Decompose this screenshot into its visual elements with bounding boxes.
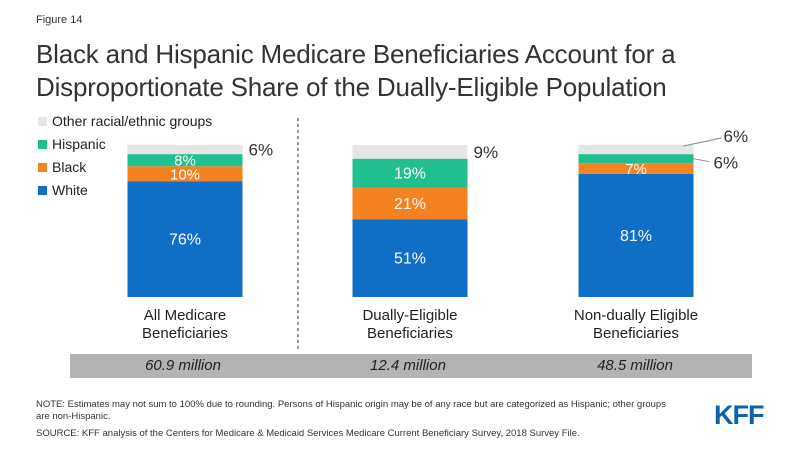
label-dually-eligible-other: 9% [474,143,499,162]
chart-title: Black and Hispanic Medicare Beneficiarie… [36,39,676,102]
legend-black-swatch [38,163,47,172]
label-dually-eligible-hispanic: 19% [394,166,426,183]
category-label-dually-eligible-line2: Beneficiaries [367,325,453,342]
total-dually-eligible: 12.4 million [370,357,446,374]
label-non-dually-eligible-other: 6% [724,127,749,146]
bar-non-dually-eligible-white [578,173,694,297]
bar-all-medicare-other [127,145,243,155]
category-label-non-dually-eligible-line1: Non-dually Eligible [574,307,698,324]
bar-non-dually-eligible-other [578,145,694,155]
kff-logo: KFF [714,400,764,430]
label-dually-eligible-black: 21% [394,196,426,213]
category-label-dually-eligible-line1: Dually-Eligible [362,307,457,324]
stacked-bar-chart: Other racial/ethnic groups Hispanic Black W… [38,113,749,350]
label-non-dually-eligible-white: 81% [620,228,652,245]
totals-bar [70,354,752,378]
bar-dually-eligible-hispanic [352,158,468,188]
total-non-dually-eligible: 48.5 million [597,357,673,374]
category-label-non-dually-eligible-line2: Beneficiaries [593,325,679,342]
bar-dually-eligible-other [352,145,468,159]
label-all-medicare-other: 6% [249,141,274,160]
label-all-medicare-hispanic: 8% [174,153,196,170]
legend-black-label: Black [52,159,87,175]
bar-non-dually-eligible-hispanic [578,154,694,164]
legend-other-label: Other racial/ethnic groups [52,113,212,129]
leader-non-dually-eligible-hispanic [693,158,710,163]
legend-white-swatch [38,186,47,195]
legend-hispanic-swatch [38,140,47,149]
bar-all-medicare-white [127,181,243,297]
total-all-medicare: 60.9 million [145,357,221,374]
label-all-medicare-black: 10% [170,166,200,183]
bar-non-dually-eligible-black [578,163,694,174]
category-label-all-medicare-line1: All Medicare [144,307,227,324]
label-non-dually-eligible-black: 7% [625,161,647,178]
legend-white-label: White [52,182,88,198]
bar-all-medicare-black [127,166,243,182]
label-all-medicare-white: 76% [169,232,201,249]
bar-all-medicare-hispanic [127,154,243,167]
label-dually-eligible-white: 51% [394,251,426,268]
category-label-all-medicare-line2: Beneficiaries [142,325,228,342]
chart-note: NOTE: Estimates may not sum to 100% due … [36,399,666,422]
bar-dually-eligible-black [352,187,468,220]
figure-label: Figure 14 [36,14,83,26]
legend-hispanic-label: Hispanic [52,136,106,152]
chart-source: SOURCE: KFF analysis of the Centers for … [36,428,580,439]
bar-dually-eligible-white [352,219,468,297]
legend-other-swatch [38,117,47,126]
label-non-dually-eligible-hispanic: 6% [714,154,739,173]
leader-non-dually-eligible-other [683,137,722,147]
